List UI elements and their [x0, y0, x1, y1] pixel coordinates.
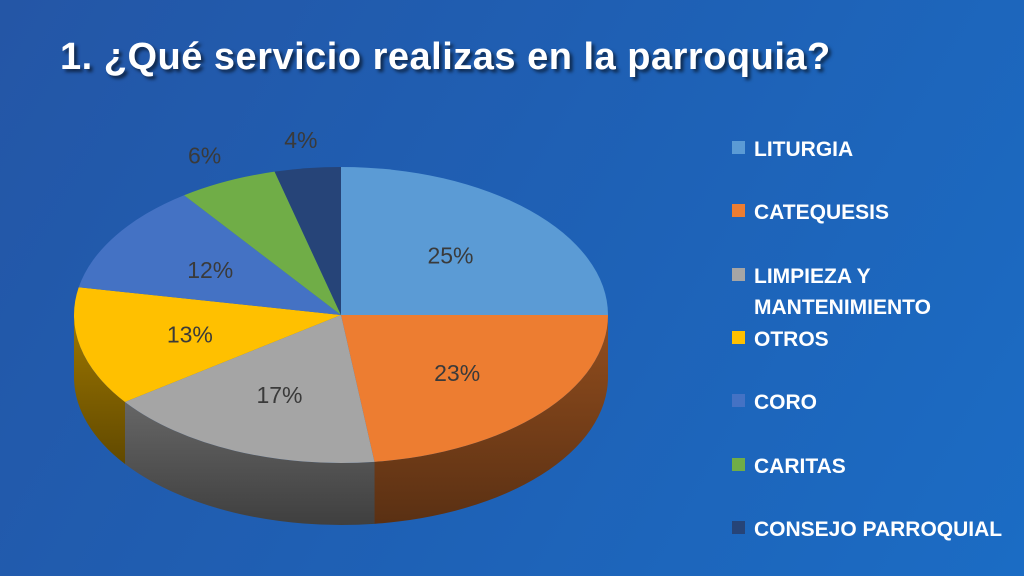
legend-swatch — [732, 331, 745, 344]
pie-value-label-catequesis: 23% — [434, 360, 480, 386]
pie-slice-caritas[interactable] — [184, 171, 341, 315]
legend-swatch — [732, 141, 745, 154]
legend-swatch — [732, 204, 745, 217]
pie-value-label-coro: 12% — [187, 257, 233, 283]
slide-title: 1. ¿Qué servicio realizas en la parroqui… — [60, 36, 831, 78]
pie-value-label-otros: 13% — [167, 322, 213, 348]
legend-item-otros: OTROS — [732, 324, 1017, 355]
pie-value-label-consejo-parroquial: 4% — [284, 127, 317, 153]
legend-item-coro: CORO — [732, 387, 1017, 418]
legend-swatch — [732, 268, 745, 281]
legend-label: OTROS — [754, 328, 829, 351]
pie-value-label-liturgia: 25% — [427, 242, 473, 268]
pie-slice-liturgia[interactable] — [341, 167, 608, 315]
pie-label-group: 25% 23% 17% 13% 12% 6% 4% — [167, 127, 480, 408]
pie-value-label-caritas: 6% — [188, 142, 221, 168]
pie-top-group — [73, 167, 608, 463]
pie-slice-consejo-parroquial[interactable] — [274, 167, 341, 315]
pie-slice-side-otros — [74, 315, 125, 464]
legend-swatch — [732, 521, 745, 534]
legend-item-consejo-parroquial: CONSEJO PARROQUIAL — [732, 514, 1017, 545]
pie-slice-side-catequesis — [374, 315, 608, 524]
legend-label: CARITAS — [754, 455, 846, 478]
pie-slice-limpieza-y-mantenimiento[interactable] — [124, 315, 375, 463]
pie-side-group — [74, 315, 608, 525]
legend-label: LIMPIEZA Y MANTENIMIENTO — [754, 265, 931, 319]
legend-item-limpieza-y-mantenimiento: LIMPIEZA Y MANTENIMIENTO — [732, 261, 1017, 323]
pie-slice-catequesis[interactable] — [341, 315, 608, 462]
legend-swatch — [732, 394, 745, 407]
legend-item-caritas: CARITAS — [732, 451, 1017, 482]
pie-slice-otros[interactable] — [73, 287, 341, 402]
legend-item-catequesis: CATEQUESIS — [732, 197, 1017, 228]
legend-label: CONSEJO PARROQUIAL — [754, 518, 1003, 541]
legend-item-liturgia: LITURGIA — [732, 134, 1017, 165]
legend-label: LITURGIA — [754, 138, 854, 161]
legend-label: CORO — [754, 391, 817, 414]
legend-swatch — [732, 458, 745, 471]
legend-label: CATEQUESIS — [754, 201, 889, 224]
pie-value-label-limpieza-y-mantenimiento: 17% — [256, 382, 302, 408]
pie-slice-side-limpieza-y-mantenimiento — [124, 401, 375, 525]
pie-slice-coro[interactable] — [78, 195, 341, 315]
